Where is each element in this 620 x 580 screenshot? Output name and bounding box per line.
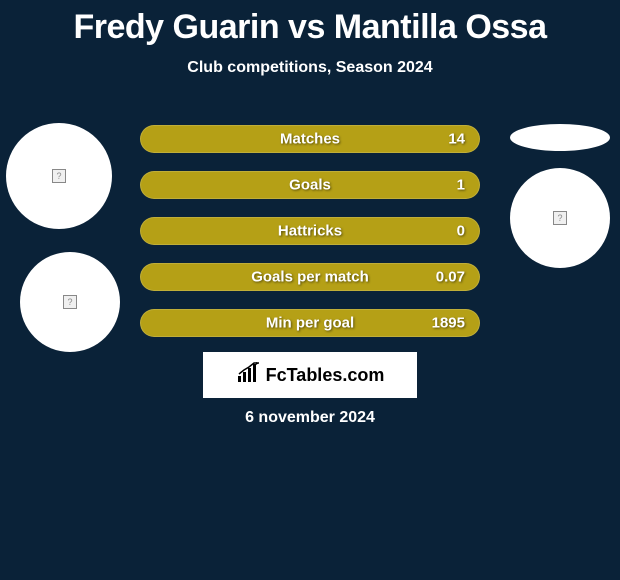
stat-bar-min-per-goal: Min per goal 1895 <box>140 309 480 337</box>
stat-label: Min per goal <box>266 315 354 332</box>
logo-content: FcTables.com <box>236 362 385 389</box>
stat-value: 1 <box>457 177 465 194</box>
stats-list: Matches 14 Goals 1 Hattricks 0 Goals per… <box>140 125 480 355</box>
stat-bar-hattricks: Hattricks 0 <box>140 217 480 245</box>
date-text: 6 november 2024 <box>245 409 375 427</box>
stat-bar-goals: Goals 1 <box>140 171 480 199</box>
broken-image-icon: ? <box>553 211 567 225</box>
stat-label: Goals <box>289 177 331 194</box>
logo-box: FcTables.com <box>203 352 417 398</box>
stat-value: 1895 <box>432 315 465 332</box>
broken-image-icon: ? <box>63 295 77 309</box>
stat-bar-goals-per-match: Goals per match 0.07 <box>140 263 480 291</box>
stat-bar-matches: Matches 14 <box>140 125 480 153</box>
broken-image-icon: ? <box>52 169 66 183</box>
stat-value: 0.07 <box>436 269 465 286</box>
avatar-player-1-bottom: ? <box>20 252 120 352</box>
stat-label: Hattricks <box>278 223 342 240</box>
stat-label: Matches <box>280 131 340 148</box>
logo-text: FcTables.com <box>266 365 385 386</box>
stat-label: Goals per match <box>251 269 369 286</box>
chart-icon <box>236 362 262 389</box>
stat-value: 14 <box>448 131 465 148</box>
page-subtitle: Club competitions, Season 2024 <box>0 59 620 77</box>
stat-value: 0 <box>457 223 465 240</box>
page-title: Fredy Guarin vs Mantilla Ossa <box>0 0 620 47</box>
avatar-player-2-bottom: ? <box>510 168 610 268</box>
avatar-player-1-top: ? <box>6 123 112 229</box>
avatar-player-2-top <box>510 124 610 151</box>
